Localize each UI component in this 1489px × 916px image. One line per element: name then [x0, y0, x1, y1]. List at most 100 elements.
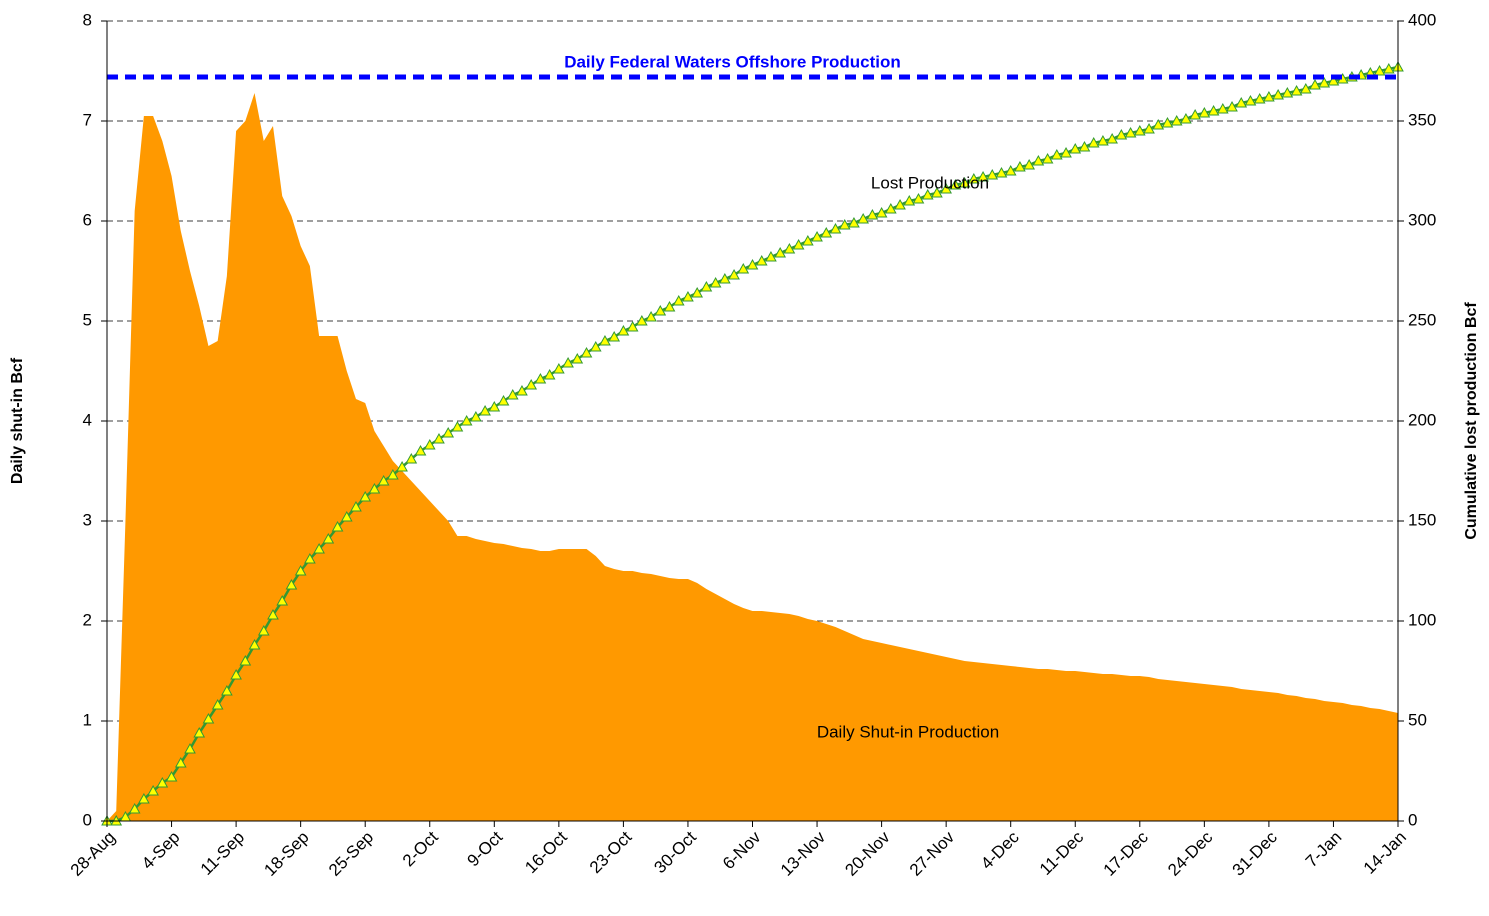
cumulative-marker	[709, 276, 722, 288]
cumulative-marker	[820, 226, 833, 238]
cumulative-marker	[193, 726, 206, 738]
cumulative-marker	[396, 460, 408, 472]
cumulative-marker	[1004, 164, 1017, 176]
cumulative-marker	[1106, 132, 1118, 144]
x-tick-label: 4-Dec	[977, 827, 1023, 873]
cumulative-marker	[1382, 62, 1395, 74]
cumulative-marker	[239, 654, 252, 666]
cumulative-marker	[903, 194, 916, 206]
cumulative-marker	[884, 202, 897, 214]
x-tick-label: 11-Dec	[1036, 827, 1088, 879]
cumulative-marker	[313, 542, 325, 554]
cumulative-marker	[451, 420, 464, 432]
cumulative-marker	[165, 770, 178, 782]
reference-label: Daily Federal Waters Offshore Production	[564, 52, 901, 71]
cumulative-marker	[875, 206, 888, 218]
cumulative-marker	[211, 698, 224, 710]
cumulative-marker	[1327, 74, 1340, 86]
cumulative-marker	[792, 238, 805, 250]
cumulative-marker	[423, 438, 436, 450]
cumulative-marker	[1143, 122, 1155, 134]
y-tick-label: 1	[83, 710, 92, 729]
cumulative-marker	[304, 552, 316, 564]
cumulative-marker	[1281, 86, 1294, 98]
cumulative-marker	[654, 304, 667, 316]
y-tick-label: 0	[83, 810, 92, 829]
cumulative-marker	[1272, 88, 1284, 100]
cumulative-marker	[1014, 160, 1026, 172]
cumulative-marker	[672, 294, 685, 306]
y2-axis-title: Cumulative lost production Bcf	[1463, 302, 1480, 540]
y-tick-label: 2	[83, 610, 92, 629]
y2-tick-label: 100	[1408, 610, 1436, 629]
x-tick-label: 14-Jan	[1360, 828, 1410, 878]
cumulative-marker	[783, 242, 796, 254]
x-tick-label: 7-Jan	[1302, 828, 1346, 872]
cumulative-marker	[1069, 142, 1082, 154]
cumulative-marker	[1207, 104, 1220, 116]
cumulative-marker	[580, 346, 593, 358]
y-tick-label: 8	[83, 10, 92, 29]
cumulative-marker	[497, 394, 510, 406]
cumulative-marker	[414, 444, 427, 456]
cumulative-marker	[488, 400, 501, 412]
series-label: Lost Production	[871, 173, 989, 192]
cumulative-marker	[368, 482, 381, 494]
x-tick-label: 30-Oct	[650, 827, 700, 877]
cumulative-marker	[986, 168, 999, 180]
y-tick-label: 3	[83, 510, 92, 529]
cumulative-marker	[967, 172, 980, 184]
x-tick-label: 24-Dec	[1164, 827, 1217, 880]
cumulative-marker	[1152, 118, 1165, 130]
cumulative-marker	[1124, 126, 1137, 138]
cumulative-marker	[949, 178, 962, 190]
cumulative-marker	[322, 532, 335, 544]
cumulative-marker	[635, 314, 648, 326]
cumulative-marker	[626, 320, 639, 332]
cumulative-marker	[921, 188, 934, 200]
cumulative-marker	[350, 500, 362, 512]
y2-tick-label: 50	[1408, 710, 1427, 729]
cumulative-marker	[977, 170, 989, 182]
cumulative-marker	[1041, 152, 1054, 164]
y-tick-label: 7	[83, 110, 92, 129]
cumulative-marker	[1078, 140, 1091, 152]
x-tick-label: 16-Oct	[521, 827, 571, 877]
cumulative-marker	[387, 468, 399, 480]
cumulative-marker	[516, 384, 528, 396]
y-tick-label: 6	[83, 210, 92, 229]
cumulative-marker	[589, 340, 602, 352]
y2-tick-label: 0	[1408, 810, 1417, 829]
cumulative-marker	[765, 250, 777, 262]
cumulative-marker	[811, 230, 823, 242]
cumulative-marker	[479, 404, 491, 416]
cumulative-marker	[912, 192, 925, 204]
cumulative-marker	[755, 254, 768, 266]
cumulative-marker	[257, 624, 270, 636]
y-axis-title: Daily shut-in Bcf	[9, 357, 26, 484]
cumulative-marker	[746, 258, 759, 270]
cumulative-marker	[138, 792, 150, 804]
x-tick-label: 11-Sep	[197, 828, 248, 879]
cumulative-marker	[857, 212, 870, 224]
plot-back	[107, 20, 1398, 822]
cumulative-marker	[331, 520, 344, 532]
cumulative-marker	[525, 378, 538, 390]
cumulative-marker	[442, 426, 455, 438]
cumulative-marker	[700, 280, 713, 292]
cumulative-marker	[894, 198, 906, 210]
cumulative-marker	[599, 334, 611, 346]
x-tick-label: 18-Sep	[260, 828, 312, 880]
cumulative-marker	[1087, 136, 1100, 148]
cumulative-marker	[1263, 90, 1275, 102]
y2-tick-label: 400	[1408, 10, 1436, 29]
x-tick-label: 25-Sep	[325, 828, 377, 880]
cumulative-marker	[156, 776, 169, 788]
cumulative-marker	[553, 362, 565, 374]
x-tick-label: 13-Nov	[777, 827, 830, 880]
x-tick-label: 28-Aug	[67, 828, 119, 880]
cumulative-marker	[1180, 112, 1192, 124]
cumulative-marker	[276, 594, 289, 606]
